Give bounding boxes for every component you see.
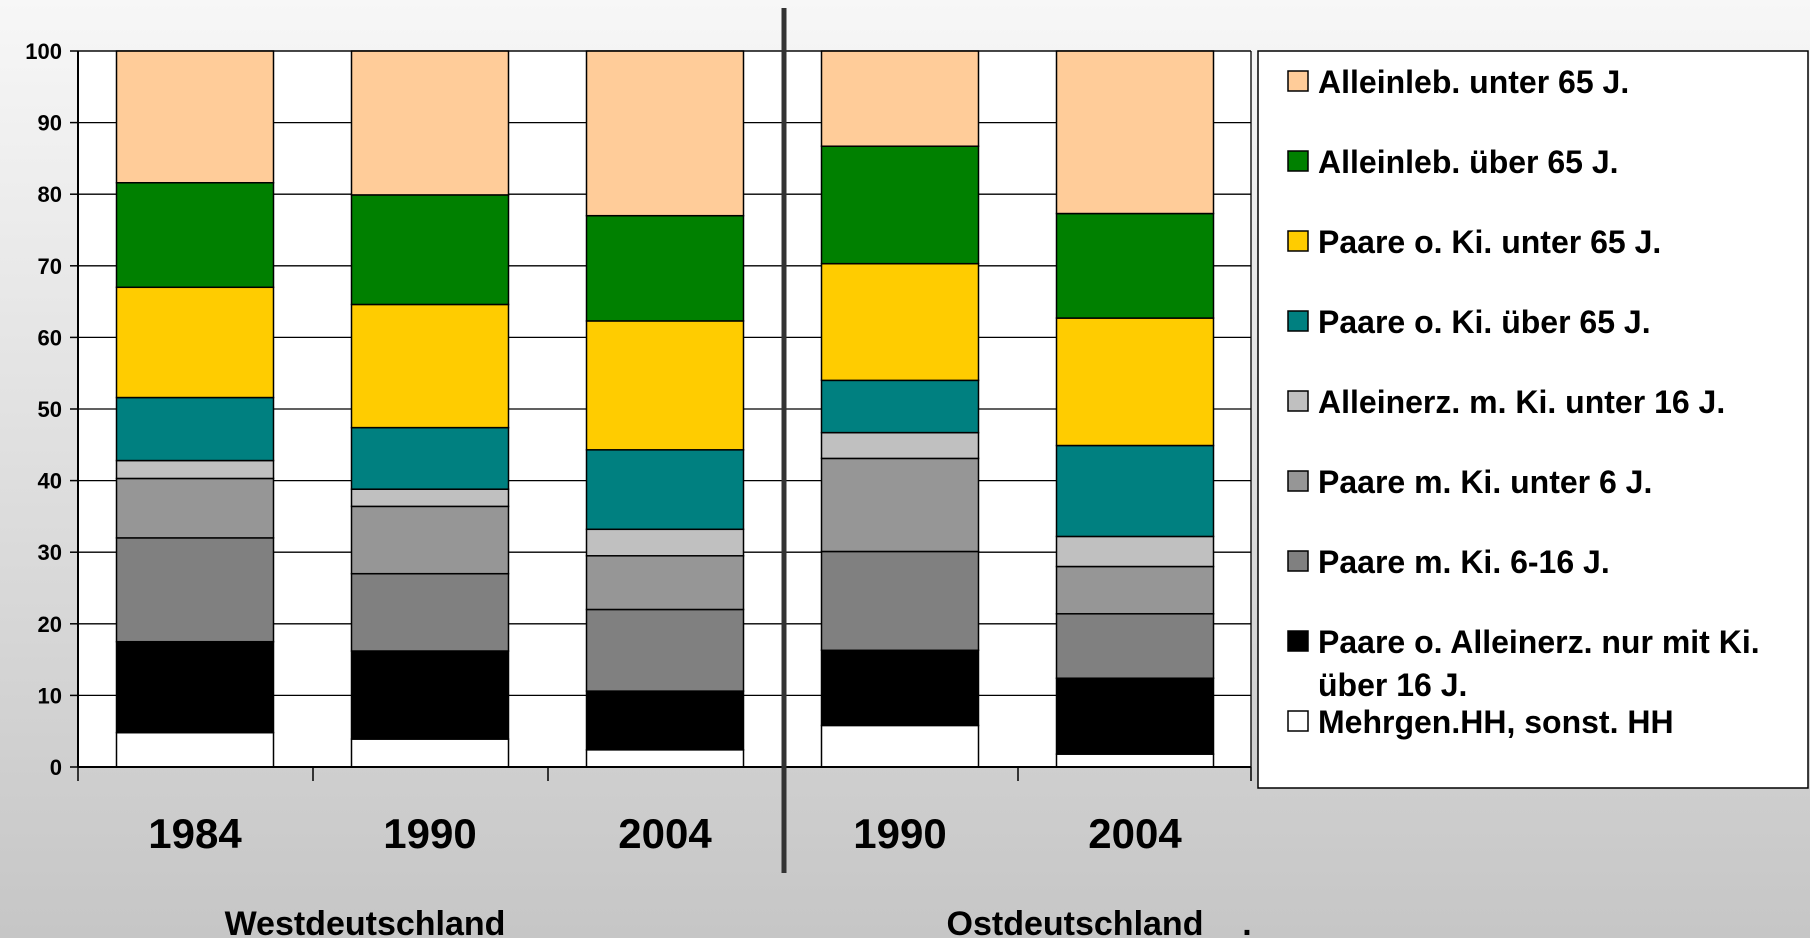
legend-item-label: Alleinleb. über 65 J. xyxy=(1318,144,1619,180)
legend-item-label: Paare m. Ki. 6-16 J. xyxy=(1318,544,1610,580)
legend-swatch xyxy=(1287,70,1309,92)
x-tick-label: 1984 xyxy=(148,810,242,857)
legend-swatch xyxy=(1287,390,1309,412)
bar-segment xyxy=(585,749,745,768)
bar-segment xyxy=(585,528,745,557)
y-tick-label: 50 xyxy=(38,397,62,422)
legend-swatch xyxy=(1287,150,1309,172)
bar-segment xyxy=(115,477,275,539)
bar-segment xyxy=(350,426,510,490)
y-tick-label: 30 xyxy=(38,540,62,565)
y-tick-labels: 0 10 20 30 40 50 60 70 80 90 100 xyxy=(25,39,62,780)
legend-swatch xyxy=(1287,710,1309,732)
legend-box xyxy=(1257,50,1809,789)
legend-swatch xyxy=(1287,630,1309,652)
y-tick-label: 100 xyxy=(25,39,62,64)
bar-segment xyxy=(585,214,745,322)
bar-segment xyxy=(820,379,980,434)
bar-segment xyxy=(1055,444,1215,538)
legend-item-label: Alleinerz. m. Ki. unter 16 J. xyxy=(1318,384,1725,420)
bar-segment xyxy=(820,145,980,265)
y-tick-label: 40 xyxy=(38,469,62,494)
y-tick-label: 80 xyxy=(38,182,62,207)
bar-segment xyxy=(585,320,745,451)
bar-segment xyxy=(585,449,745,531)
bar-segment xyxy=(1055,317,1215,447)
group-label-suffix: . xyxy=(1242,905,1251,938)
bar-segment xyxy=(585,50,745,217)
y-tick-label: 90 xyxy=(38,111,62,136)
legend-swatch xyxy=(1287,310,1309,332)
group-labels: Westdeutschland Ostdeutschland. xyxy=(225,905,1252,938)
group-label: Westdeutschland xyxy=(225,905,506,938)
bar-segment xyxy=(585,608,745,692)
bar-segment xyxy=(1055,212,1215,319)
bar-segment xyxy=(1055,535,1215,568)
legend: Alleinleb. unter 65 J. Alleinleb. über 65… xyxy=(1257,50,1809,789)
legend-swatch xyxy=(1287,230,1309,252)
bar-segment xyxy=(115,396,275,462)
y-tick-label: 0 xyxy=(50,755,62,780)
bar-segment xyxy=(1055,50,1215,215)
bar-segment xyxy=(350,505,510,575)
bar-segment xyxy=(820,262,980,382)
bar-segment xyxy=(350,194,510,306)
x-tick-labels: 1984 1990 2004 1990 2004 xyxy=(148,810,1182,857)
bar-segment xyxy=(350,488,510,508)
bar-segment xyxy=(350,50,510,196)
legend-item-label: Alleinleb. unter 65 J. xyxy=(1318,64,1629,100)
bar-segment xyxy=(820,724,980,768)
y-tick-label: 70 xyxy=(38,254,62,279)
bar-segment xyxy=(350,303,510,429)
bar-segment xyxy=(115,640,275,734)
bar-segment xyxy=(115,286,275,399)
x-tick-label: 2004 xyxy=(618,810,712,857)
bar-segment xyxy=(115,50,275,184)
bar-segment xyxy=(820,649,980,727)
bar-segment xyxy=(115,181,275,289)
group-label: Ostdeutschland xyxy=(947,905,1204,938)
bar-segment xyxy=(585,690,745,751)
bar-segment xyxy=(820,550,980,652)
bar-segment xyxy=(350,650,510,740)
bar-segment xyxy=(115,459,275,480)
bar-segment xyxy=(820,457,980,553)
bars xyxy=(115,50,1215,768)
legend-item-label: Paare o. Alleinerz. nur mit Ki. über 16 J… xyxy=(1318,624,1760,703)
bar-segment xyxy=(115,731,275,768)
legend-item-label: Paare m. Ki. unter 6 J. xyxy=(1318,464,1652,500)
legend-item-label: Paare o. Ki. unter 65 J. xyxy=(1318,224,1661,260)
y-tick-label: 20 xyxy=(38,612,62,637)
legend-swatch xyxy=(1287,550,1309,572)
bar-segment xyxy=(585,555,745,611)
y-tick-label: 60 xyxy=(38,325,62,350)
legend-item-label: Mehrgen.HH, sonst. HH xyxy=(1318,704,1674,740)
x-tick-label: 2004 xyxy=(1088,810,1182,857)
axes xyxy=(70,8,1252,873)
bar-segment xyxy=(1055,677,1215,755)
x-tick-label: 1990 xyxy=(853,810,946,857)
y-tick-label: 10 xyxy=(38,683,62,708)
legend-item-label: Paare o. Ki. über 65 J. xyxy=(1318,304,1651,340)
bar-segment xyxy=(820,50,980,147)
bar-segment xyxy=(1055,753,1215,768)
bar-segment xyxy=(115,537,275,643)
legend-swatch xyxy=(1287,470,1309,492)
bar-segment xyxy=(820,431,980,460)
bar-segment xyxy=(350,738,510,768)
bar-segment xyxy=(350,572,510,652)
bar-segment xyxy=(1055,565,1215,615)
x-tick-label: 1990 xyxy=(383,810,476,857)
bar-segment xyxy=(1055,613,1215,679)
